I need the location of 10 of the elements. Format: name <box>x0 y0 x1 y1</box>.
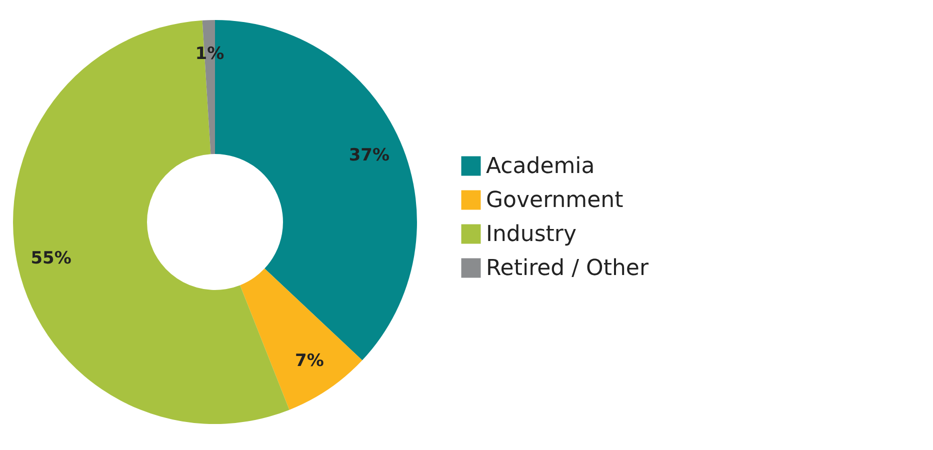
legend-label: Government <box>486 188 624 213</box>
data-label: 55% <box>30 248 72 269</box>
donut-slice <box>240 268 362 410</box>
donut-slice <box>13 20 290 424</box>
legend-label: Academia <box>486 154 595 179</box>
legend-label: Industry <box>486 222 576 247</box>
data-label: 7% <box>294 350 324 371</box>
data-label: 1% <box>195 44 224 64</box>
legend-label: Retired / Other <box>486 256 650 281</box>
data-label: 37% <box>348 145 390 166</box>
